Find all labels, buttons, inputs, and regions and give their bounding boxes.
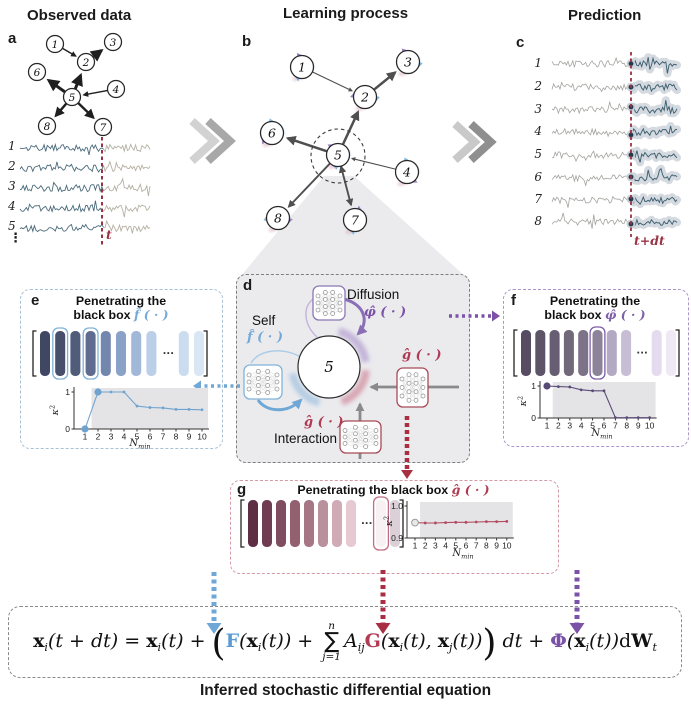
trace-label: 5 xyxy=(534,147,542,161)
equation-term: x xyxy=(33,629,45,652)
equation-term: (t) xyxy=(261,629,284,652)
equation-term: F xyxy=(225,629,240,652)
trace-label: 3 xyxy=(8,179,16,193)
trace-label: 6 xyxy=(534,170,542,184)
equation-term: ( xyxy=(211,622,226,664)
more-traces-ellipsis: ⋮ xyxy=(9,231,22,246)
trace-label: 2 xyxy=(8,159,16,173)
equation-term: dt + xyxy=(496,629,551,652)
equation-term: i xyxy=(257,640,262,654)
panel-d-box xyxy=(236,274,470,463)
equation-term: t xyxy=(652,640,657,654)
time-t-marker: t xyxy=(106,227,112,242)
g-hat-function-label: ĝ ( · ) xyxy=(451,482,490,497)
equation-term: x xyxy=(146,629,158,652)
zoom-funnel xyxy=(240,176,466,277)
panel-e-title-line2: black box xyxy=(73,308,131,322)
diffusion-label: Diffusion xyxy=(347,287,400,302)
equation-term: i xyxy=(44,640,48,654)
equation-term: ) xyxy=(482,622,497,664)
trace-label: 5 xyxy=(8,219,16,233)
trace-label: 2 xyxy=(534,79,542,93)
panel-e-title-line1: Penetrating the xyxy=(75,294,167,308)
equation-term: ij xyxy=(357,640,365,654)
equation-term: W xyxy=(631,629,653,652)
g-hat-right-label: ĝ ( · ) xyxy=(402,348,442,363)
equation-term: G xyxy=(364,629,381,652)
equation-term: x xyxy=(437,629,450,652)
time-t-dt-marker: t+dt xyxy=(634,233,665,248)
equation-term: x xyxy=(388,629,400,652)
equation-term: (t) xyxy=(589,629,612,652)
equation-term: i xyxy=(157,640,162,654)
trace-label: 1 xyxy=(534,56,542,70)
header-prediction: Prediction xyxy=(568,7,642,24)
f-hat-function-label: f̂ ( · ) xyxy=(133,307,169,322)
trace-label: 1 xyxy=(8,139,16,153)
equation-term: (t), xyxy=(403,629,438,652)
trace-label: 4 xyxy=(534,124,542,138)
equation-term: ) xyxy=(611,629,619,652)
panel-f-title-line1: Penetrating the xyxy=(549,294,641,308)
panel-f-title-line2: black box xyxy=(544,308,602,322)
equation-term: (t) xyxy=(452,629,475,652)
equation-term: ( xyxy=(380,629,389,652)
header-observed-data: Observed data xyxy=(27,7,132,24)
phi-hat-label: φ̂ ( · ) xyxy=(364,305,407,320)
equation-term: A xyxy=(343,629,358,652)
f-hat-label: f̂ ( · ) xyxy=(247,330,283,345)
figure-caption: Inferred stochastic differential equatio… xyxy=(199,682,492,699)
equation-term: (t) + xyxy=(161,629,212,652)
panel-f-label: f xyxy=(511,292,516,309)
equation-term: i xyxy=(585,640,590,654)
panel-g-title-text: Penetrating the black box xyxy=(297,483,449,497)
equation-term: x xyxy=(574,629,586,652)
panel-e-title: Penetrating the black box f̂ ( · ) xyxy=(24,294,218,322)
equation-term: ( xyxy=(239,629,247,652)
panel-a-label: a xyxy=(8,30,17,47)
interaction-label: Interaction xyxy=(274,431,338,446)
equation-term: ) xyxy=(474,629,483,652)
equation-term: (t + dt) = xyxy=(47,629,147,652)
equation-box: xi(t + dt) = xi(t) + (F(xi(t)) + n ∑ j=1 Ai… xyxy=(8,606,682,678)
panel-f-title: Penetrating the black box φ̂ ( · ) xyxy=(506,294,684,322)
phi-hat-function-label: φ̂ ( · ) xyxy=(605,307,646,322)
panel-d-label: d xyxy=(243,277,253,294)
sde-equation: xi(t + dt) = xi(t) + (F(xi(t)) + n ∑ j=1 Ai… xyxy=(33,621,657,663)
summation: n ∑ j=1 xyxy=(322,620,341,664)
header-learning-process: Learning process xyxy=(283,5,409,22)
panel-g-label: g xyxy=(237,481,247,498)
panel-c-label: c xyxy=(516,34,525,51)
equation-term: Φ xyxy=(550,629,567,652)
panel-g-title: Penetrating the black box ĝ ( · ) xyxy=(232,482,555,498)
equation-term: ( xyxy=(566,629,575,652)
panel-e-label: e xyxy=(31,292,40,309)
trace-label: 3 xyxy=(534,102,542,116)
g-hat-bottom-label: ĝ ( · ) xyxy=(304,415,344,430)
self-label: Self xyxy=(252,313,276,328)
equation-term: j xyxy=(449,640,453,654)
trace-label: 8 xyxy=(534,214,542,228)
panel-b-label: b xyxy=(242,33,252,50)
equation-term: ) + xyxy=(283,629,320,652)
trace-label: 4 xyxy=(8,199,16,213)
trace-label: 7 xyxy=(534,192,542,206)
equation-term: x xyxy=(246,629,258,652)
equation-term: d xyxy=(618,629,632,652)
equation-term: i xyxy=(399,640,404,654)
